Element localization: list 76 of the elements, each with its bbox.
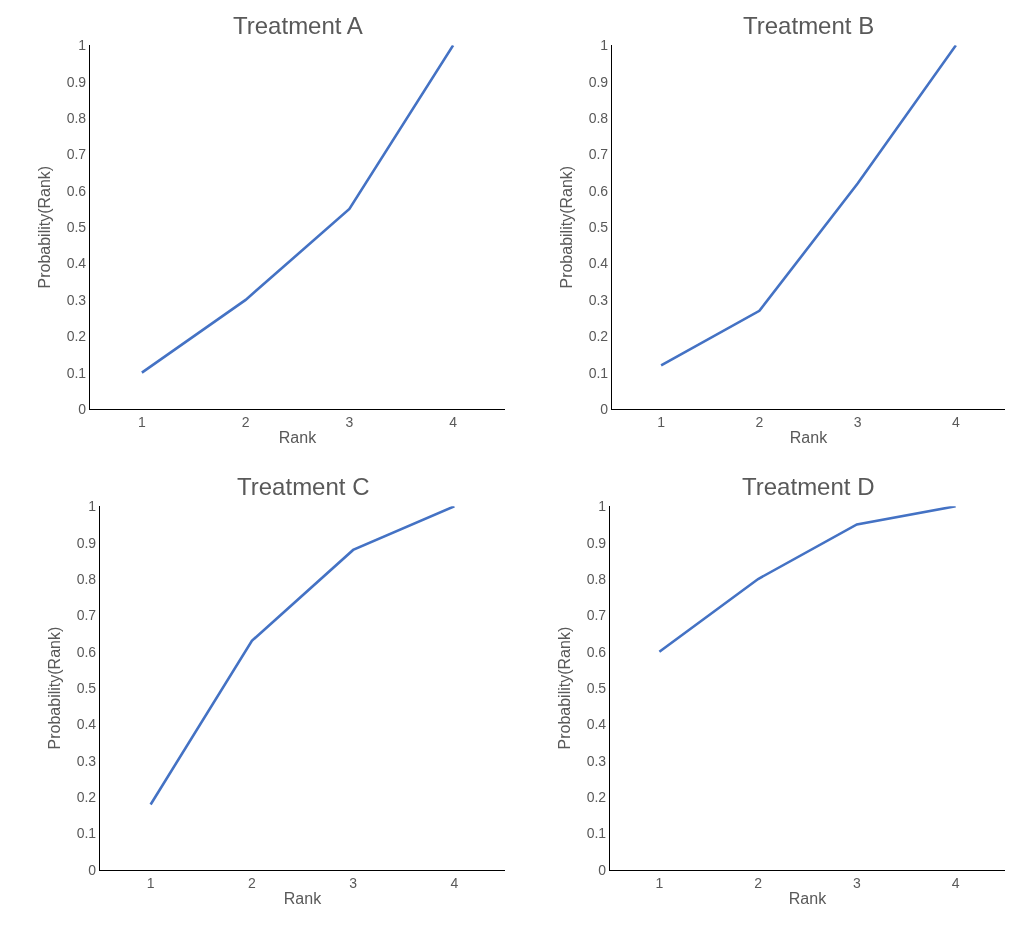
- y-tick-label: 0.1: [586, 825, 607, 842]
- y-tick-label: 0.3: [586, 752, 607, 769]
- y-tick-label: 0.7: [66, 146, 87, 163]
- y-tick-label: 0.6: [66, 182, 87, 199]
- x-axis-title: Rank: [278, 428, 318, 446]
- y-tick-label: 0.3: [588, 291, 609, 308]
- y-tick-label: 0.5: [586, 680, 607, 696]
- y-tick-label: 0.2: [588, 328, 609, 345]
- x-tick-label: 2: [755, 413, 764, 430]
- y-tick-label: 0.5: [76, 680, 97, 696]
- y-tick-label: 0.1: [588, 364, 609, 381]
- x-tick-label: 3: [853, 413, 862, 430]
- y-tick-label: 1: [598, 498, 607, 515]
- x-tick-label: 2: [241, 413, 250, 430]
- line-series: [140, 45, 455, 374]
- y-tick-label: 0.3: [66, 291, 87, 308]
- chart-title: Treatment C: [237, 473, 370, 500]
- x-tick-label: 1: [657, 413, 666, 430]
- x-tick-label: 3: [852, 874, 861, 891]
- y-tick-label: 0.8: [586, 570, 607, 587]
- x-tick-label: 4: [449, 413, 458, 430]
- x-axis-title: Rank: [283, 889, 323, 907]
- y-tick-label: 1: [600, 37, 609, 54]
- y-tick-label: 0.1: [76, 825, 97, 842]
- y-tick-label: 0.6: [586, 643, 607, 660]
- line-series: [659, 45, 958, 367]
- x-tick-label: 2: [754, 874, 763, 891]
- y-tick-label: 0: [598, 861, 607, 878]
- x-tick-label: 2: [247, 874, 256, 891]
- y-tick-label: 0.2: [76, 789, 97, 806]
- y-tick-label: 0.2: [66, 328, 87, 345]
- y-tick-label: 0.3: [76, 752, 97, 769]
- y-tick-label: 0.4: [586, 716, 607, 733]
- y-tick-label: 0.9: [588, 73, 609, 90]
- y-tick-label: 0: [88, 861, 97, 878]
- y-axis-title: Probability(Rank): [555, 626, 573, 750]
- x-axis-title: Rank: [788, 889, 828, 907]
- y-tick-label: 0: [78, 400, 87, 417]
- y-tick-label: 0.5: [588, 219, 609, 236]
- y-tick-label: 0.5: [66, 219, 87, 236]
- chart-title: Treatment A: [233, 12, 363, 39]
- y-tick-label: 0.8: [588, 109, 609, 126]
- y-tick-label: 0.9: [76, 534, 97, 551]
- chart-title: Treatment B: [743, 12, 875, 39]
- x-tick-label: 4: [450, 874, 459, 891]
- y-axis-title: Probability(Rank): [557, 165, 575, 289]
- x-tick-label: 4: [951, 413, 960, 430]
- chart-title: Treatment D: [742, 473, 875, 500]
- y-tick-label: 0.7: [76, 607, 97, 624]
- line-series: [149, 506, 456, 806]
- y-tick-label: 1: [78, 37, 87, 54]
- y-tick-label: 0.9: [66, 73, 87, 90]
- x-tick-label: 3: [349, 874, 358, 891]
- y-tick-label: 0.9: [586, 534, 607, 551]
- x-tick-label: 1: [146, 874, 155, 891]
- y-axis-title: Probability(Rank): [45, 626, 63, 750]
- x-axis-title: Rank: [789, 428, 829, 446]
- y-tick-label: 0.1: [66, 364, 87, 381]
- y-tick-label: 0.4: [66, 255, 87, 272]
- y-tick-label: 0.6: [588, 182, 609, 199]
- y-tick-label: 0.4: [588, 255, 609, 272]
- y-tick-label: 0.7: [586, 607, 607, 624]
- y-tick-label: 0.8: [76, 570, 97, 587]
- y-tick-label: 0.2: [586, 789, 607, 806]
- y-tick-label: 0.4: [76, 716, 97, 733]
- y-tick-label: 0.7: [588, 146, 609, 163]
- x-tick-label: 3: [345, 413, 354, 430]
- y-tick-label: 0: [600, 400, 609, 417]
- y-axis-title: Probability(Rank): [35, 165, 53, 289]
- x-tick-label: 1: [655, 874, 664, 891]
- y-tick-label: 0.8: [66, 109, 87, 126]
- line-series: [658, 506, 957, 654]
- x-tick-label: 1: [137, 413, 146, 430]
- y-tick-label: 1: [88, 498, 97, 515]
- x-tick-label: 4: [951, 874, 960, 891]
- y-tick-label: 0.6: [76, 643, 97, 660]
